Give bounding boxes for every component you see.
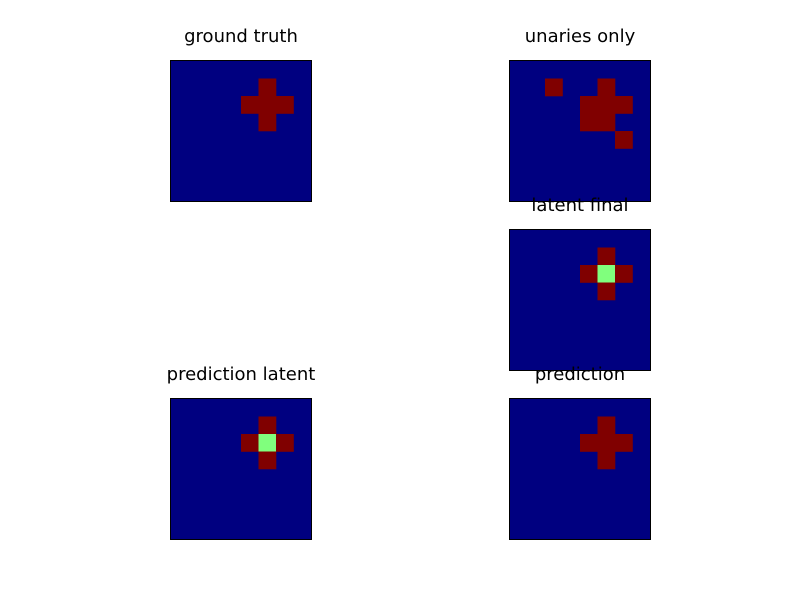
heatmap-cell — [241, 434, 259, 452]
heatmap-cell — [545, 78, 563, 97]
heatmap-cell — [597, 434, 616, 452]
axes-frame — [509, 60, 651, 202]
panel-title: prediction — [534, 364, 626, 385]
heatmap-cell — [615, 96, 633, 114]
heatmap-prediction — [509, 398, 651, 540]
heatmap-background — [510, 399, 650, 539]
heatmap-background — [171, 399, 311, 539]
panel-title: latent final — [531, 195, 629, 216]
heatmap-cell — [597, 282, 616, 301]
heatmap-cell — [580, 265, 598, 283]
heatmap-cell — [258, 434, 277, 452]
heatmap-cell — [597, 96, 616, 114]
heatmap-background — [510, 230, 650, 370]
heatmap-cell — [258, 96, 277, 114]
heatmap-cell — [615, 265, 633, 283]
heatmap-unaries-only — [509, 60, 651, 202]
axes-frame — [170, 398, 312, 540]
heatmap-cell — [580, 113, 598, 132]
heatmap-cell — [597, 265, 616, 283]
heatmap-cell — [258, 416, 277, 435]
axes-frame — [170, 60, 312, 202]
heatmap-cell — [258, 78, 277, 97]
heatmap-cell — [597, 247, 616, 266]
heatmap-cell — [597, 113, 616, 132]
axes-frame — [509, 398, 651, 540]
heatmap-cell — [597, 416, 616, 435]
heatmap-cell — [615, 434, 633, 452]
panel-title: unaries only — [524, 26, 636, 47]
heatmap-cell — [597, 78, 616, 97]
heatmap-cell — [580, 96, 598, 114]
heatmap-prediction-latent — [170, 398, 312, 540]
heatmap-cell — [615, 131, 633, 149]
heatmap-ground-truth — [170, 60, 312, 202]
heatmap-background — [171, 61, 311, 201]
heatmap-cell — [241, 96, 259, 114]
axes-frame — [509, 229, 651, 371]
heatmap-cell — [597, 451, 616, 470]
heatmap-cell — [258, 451, 277, 470]
panel-title: prediction latent — [166, 364, 316, 385]
heatmap-cell — [258, 113, 277, 132]
heatmap-cell — [276, 96, 294, 114]
heatmap-cell — [580, 434, 598, 452]
heatmap-latent-final — [509, 229, 651, 371]
heatmap-cell — [276, 434, 294, 452]
panel-title: ground truth — [184, 26, 298, 47]
